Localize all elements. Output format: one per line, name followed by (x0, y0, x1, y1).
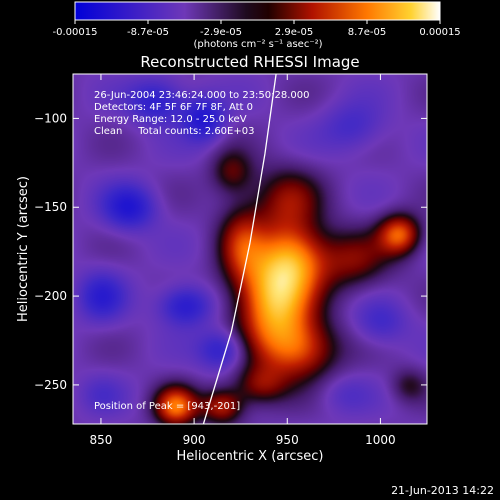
colorbar-tick-label: -8.7e-05 (127, 27, 169, 38)
y-axis-tick-label: −250 (34, 378, 67, 392)
y-axis-label: Heliocentric Y (arcsec) (16, 176, 31, 322)
x-axis-tick-label: 900 (183, 433, 206, 447)
colorbar: -0.00015 -8.7e-05 -2.9e-05 2.9e-05 8.7e-05 0.… (53, 1, 461, 50)
plot-area: 850 900 950 1000 −100 −150 −200 −250 (34, 73, 428, 447)
heatmap-image (73, 74, 427, 424)
colorbar-tick-label: -0.00015 (53, 27, 98, 38)
chart-title: Reconstructed RHESSI Image (140, 53, 359, 71)
info-line-detectors: Detectors: 4F 5F 6F 7F 8F, Att 0 (94, 102, 253, 113)
render-timestamp: 21-Jun-2013 14:22 (391, 484, 494, 497)
colorbar-unit-label: (photons cm⁻² s⁻¹ asec⁻²) (193, 39, 322, 50)
colorbar-ticks: -0.00015 -8.7e-05 -2.9e-05 2.9e-05 8.7e-05 0.… (53, 20, 461, 38)
colorbar-tick-label: 2.9e-05 (275, 27, 313, 38)
colorbar-tick-label: 0.00015 (419, 27, 460, 38)
observation-info: 26-Jun-2004 23:46:24.000 to 23:50:28.000… (94, 90, 310, 412)
x-axis-tick-label: 950 (276, 433, 299, 447)
colorbar-tick-label: -2.9e-05 (200, 27, 242, 38)
x-axis-tick-label: 850 (89, 433, 112, 447)
x-axis-label: Heliocentric X (arcsec) (177, 449, 324, 464)
solar-limb-line (202, 74, 277, 424)
info-line-time: 26-Jun-2004 23:46:24.000 to 23:50:28.000 (94, 90, 310, 101)
y-axis-tick-label: −100 (34, 111, 67, 125)
y-axis-tick-label: −150 (34, 200, 67, 214)
y-axis-tick-label: −200 (34, 289, 67, 303)
info-line-clean: Clean Total counts: 2.60E+03 (94, 126, 254, 137)
info-line-energy: Energy Range: 12.0 - 25.0 keV (94, 114, 247, 125)
colorbar-gradient (74, 1, 441, 21)
axis-ticks: 850 900 950 1000 −100 −150 −200 −250 (34, 74, 427, 447)
peak-position-label: Position of Peak = [943,-201] (94, 401, 240, 412)
x-axis-tick-label: 1000 (365, 433, 396, 447)
colorbar-tick-label: 8.7e-05 (348, 27, 386, 38)
plot-frame (72, 73, 428, 425)
